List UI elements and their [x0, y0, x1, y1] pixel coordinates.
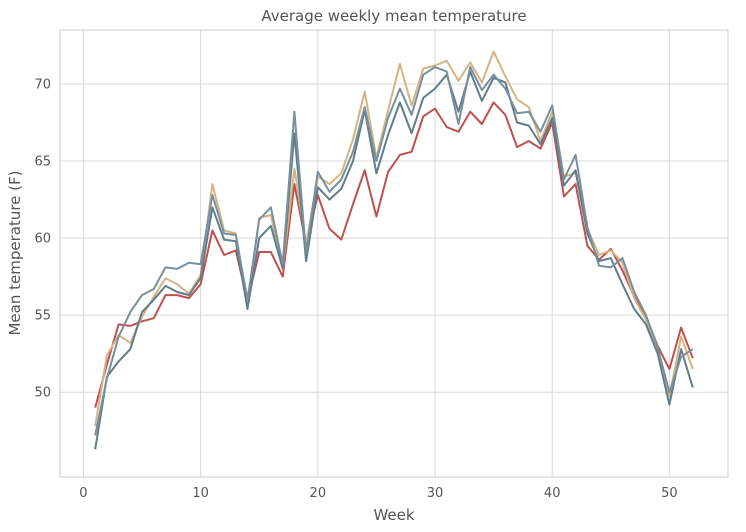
y-axis-title: Mean temperature (F)	[6, 170, 24, 335]
y-tick-label: 60	[34, 232, 51, 247]
series-line-4	[94, 66, 694, 436]
grid-lines	[60, 30, 728, 477]
y-tick-label: 55	[34, 309, 51, 324]
y-tick-label: 50	[34, 386, 51, 401]
series-lines	[94, 50, 694, 450]
x-tick-label: 30	[427, 486, 444, 501]
plot-frame	[59, 29, 729, 478]
x-tick-label: 0	[79, 486, 87, 501]
series-line-1	[94, 101, 694, 408]
y-tick-label: 70	[34, 77, 51, 92]
chart-title: Average weekly mean temperature	[261, 7, 526, 25]
x-tick-label: 50	[661, 486, 678, 501]
x-tick-label: 40	[544, 486, 561, 501]
x-tick-label: 20	[310, 486, 327, 501]
x-axis-title: Week	[373, 506, 414, 524]
tick-labels: 0 10 20 30 40 50 50 55 60 65 70	[34, 77, 677, 501]
x-tick-label: 10	[192, 486, 209, 501]
series-line-2	[94, 50, 694, 427]
y-tick-label: 65	[34, 155, 51, 170]
